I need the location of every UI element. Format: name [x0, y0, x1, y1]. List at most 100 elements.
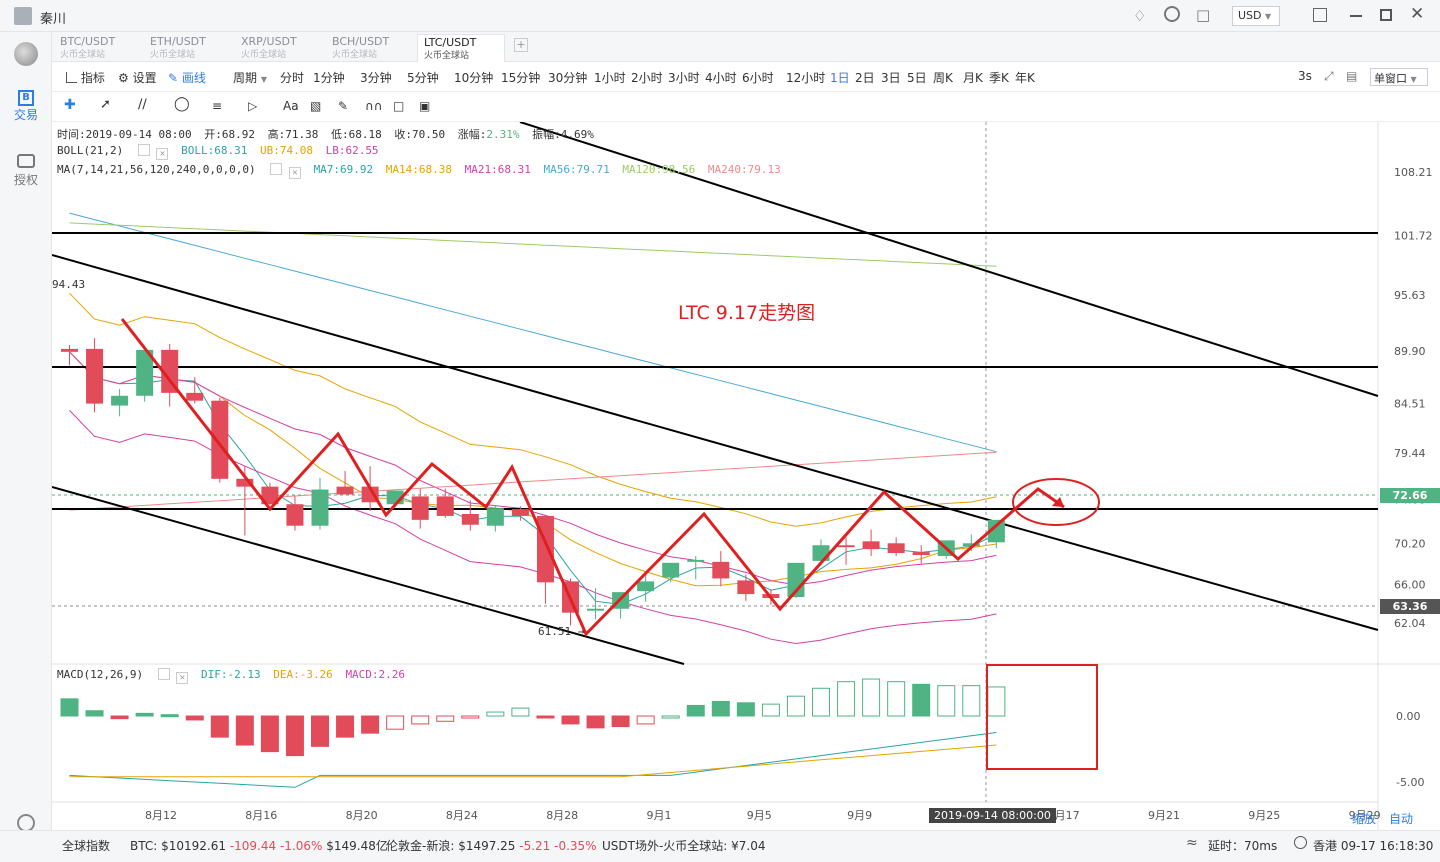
candle-body[interactable]	[662, 562, 680, 578]
draw-button[interactable]: ✎ 画线	[168, 69, 206, 86]
candle-body[interactable]	[962, 543, 980, 547]
settings-small-icon[interactable]	[157, 668, 170, 680]
popout-icon[interactable]	[1313, 8, 1327, 22]
candle-body[interactable]	[812, 545, 830, 561]
candle-body[interactable]	[912, 552, 930, 556]
macd-highlight-box[interactable]	[986, 664, 1098, 770]
period-2[interactable]: 3分钟	[360, 71, 392, 85]
macd-bar[interactable]	[636, 715, 655, 725]
period-dropdown[interactable]: 周期 ▼	[233, 69, 267, 86]
period-14[interactable]: 2日	[855, 71, 875, 85]
candle-body[interactable]	[311, 489, 329, 526]
macd-bar[interactable]	[160, 714, 179, 718]
close-icon[interactable]: ✕	[1410, 4, 1425, 24]
circle-tool-icon[interactable]: ◯	[174, 96, 190, 112]
macd-bar[interactable]	[912, 683, 931, 717]
ruler-tool-icon[interactable]: ▧	[310, 99, 322, 113]
add-tab-icon[interactable]: +	[514, 38, 528, 52]
currency-select[interactable]: USD ▼	[1232, 6, 1280, 26]
macd-bar[interactable]	[336, 715, 355, 738]
macd-bar[interactable]	[937, 685, 956, 717]
macd-bar[interactable]	[486, 711, 505, 717]
refresh-interval[interactable]: 3s	[1298, 69, 1312, 83]
candle-body[interactable]	[987, 519, 1005, 543]
macd-bar[interactable]	[260, 715, 279, 753]
settings-small-icon[interactable]	[270, 163, 283, 175]
candle-body[interactable]	[186, 392, 204, 401]
candle-body[interactable]	[111, 395, 129, 406]
candle-body[interactable]	[587, 608, 605, 611]
candle-body[interactable]	[511, 509, 529, 516]
tab-bch-usdt[interactable]: BCH/USDT 火币全球站	[326, 34, 414, 62]
line-tool-icon[interactable]: ➚	[100, 97, 111, 112]
candle-body[interactable]	[236, 478, 254, 487]
period-0[interactable]: 分时	[280, 71, 305, 85]
candle-body[interactable]	[862, 541, 880, 550]
candle-body[interactable]	[161, 349, 179, 393]
candle-body[interactable]	[211, 400, 229, 479]
macd-bar[interactable]	[461, 715, 480, 719]
period-12[interactable]: 12小时	[786, 71, 826, 85]
text-tool[interactable]: Aa	[283, 99, 299, 113]
snapshot-icon[interactable]: ▤	[1346, 69, 1358, 83]
candle-body[interactable]	[336, 486, 354, 495]
window-mode-select[interactable]: 单窗口 ▼	[1370, 68, 1428, 86]
close-small-icon[interactable]: ✕	[176, 672, 189, 684]
chart-area[interactable]: 108.21101.7295.6389.9084.5179.4474.6870.…	[52, 122, 1440, 830]
macd-bar[interactable]	[786, 695, 805, 717]
status-global-index[interactable]: 全球指数	[62, 839, 111, 853]
candle-body[interactable]	[86, 348, 104, 404]
pattern-tool-icon[interactable]: ▷	[248, 99, 258, 113]
candle-body[interactable]	[436, 496, 454, 516]
status-gold[interactable]: 伦敦金-新浪: $1497.25 -5.21 -0.35%	[386, 839, 597, 853]
period-17[interactable]: 周K	[933, 71, 953, 85]
period-4[interactable]: 10分钟	[454, 71, 494, 85]
candle-body[interactable]	[687, 559, 705, 562]
close-small-icon[interactable]: ✕	[288, 167, 301, 179]
trash-tool-icon[interactable]: ▣	[419, 99, 431, 113]
tab-eth-usdt[interactable]: ETH/USDT 火币全球站	[144, 34, 232, 62]
period-3[interactable]: 5分钟	[407, 71, 439, 85]
period-6[interactable]: 30分钟	[548, 71, 588, 85]
tab-btc-usdt[interactable]: BTC/USDT 火币全球站	[54, 34, 142, 62]
macd-bar[interactable]	[686, 704, 705, 717]
period-8[interactable]: 2小时	[631, 71, 663, 85]
lock-tool-icon[interactable]: □	[393, 99, 405, 113]
macd-bar[interactable]	[185, 715, 204, 721]
macd-bar[interactable]	[285, 715, 304, 757]
macd-bar[interactable]	[711, 700, 730, 717]
macd-bar[interactable]	[586, 715, 605, 729]
chart-annotation-title[interactable]: LTC 9.17走势图	[678, 302, 816, 324]
status-usdt-otc[interactable]: USDT场外-火币全球站: ¥7.04	[602, 839, 766, 853]
macd-bar[interactable]	[361, 715, 380, 734]
kline-chart[interactable]: 108.21101.7295.6389.9084.5179.4474.6870.…	[52, 122, 1440, 830]
brush-tool-icon[interactable]: ✎	[338, 99, 349, 113]
macd-bar[interactable]	[812, 687, 830, 717]
macd-bar[interactable]	[536, 715, 555, 719]
channel-middle-trendline[interactable]	[52, 254, 1379, 631]
period-15[interactable]: 3日	[881, 71, 901, 85]
close-small-icon[interactable]: ✕	[156, 148, 169, 160]
period-7[interactable]: 1小时	[594, 71, 626, 85]
macd-bar[interactable]	[411, 715, 430, 725]
period-19[interactable]: 季K	[989, 71, 1009, 85]
maximize-icon[interactable]	[1380, 9, 1392, 21]
macd-bar[interactable]	[386, 715, 405, 730]
period-9[interactable]: 3小时	[668, 71, 700, 85]
period-10[interactable]: 4小时	[705, 71, 737, 85]
period-5[interactable]: 15分钟	[501, 71, 541, 85]
settings-small-icon[interactable]	[137, 144, 150, 156]
candle-body[interactable]	[712, 561, 730, 579]
period-16[interactable]: 5日	[907, 71, 927, 85]
macd-bar[interactable]	[210, 715, 229, 738]
minimize-icon[interactable]	[1350, 15, 1362, 17]
candle-body[interactable]	[737, 580, 755, 595]
macd-bar[interactable]	[511, 707, 530, 717]
macd-bar[interactable]	[661, 715, 680, 719]
macd-bar[interactable]	[235, 715, 254, 746]
status-btc[interactable]: BTC: $10192.61 -109.44 -1.06% $149.48亿	[130, 839, 388, 853]
macd-bar[interactable]	[436, 715, 455, 722]
chat-icon[interactable]	[1164, 6, 1180, 22]
shirt-icon[interactable]: □	[1196, 6, 1211, 24]
macd-bar[interactable]	[561, 715, 580, 725]
